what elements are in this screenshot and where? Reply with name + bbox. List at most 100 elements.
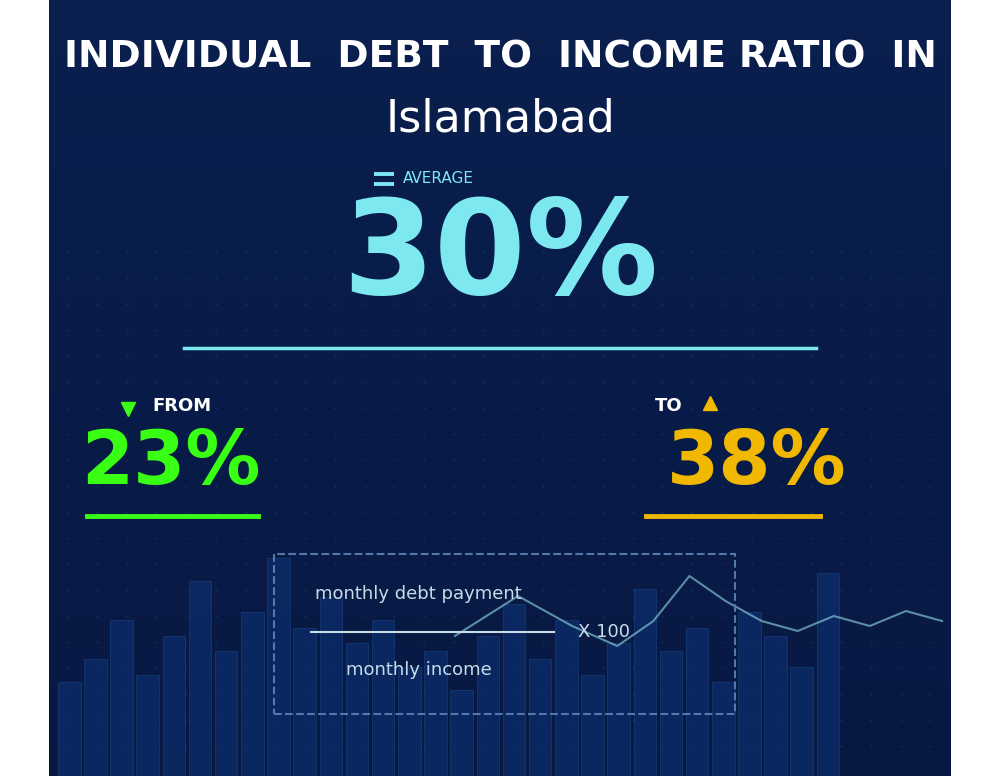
- Bar: [49, 543, 951, 549]
- Bar: [49, 248, 951, 254]
- Bar: [49, 729, 951, 735]
- Bar: [49, 553, 951, 559]
- Bar: [49, 766, 951, 771]
- Bar: [49, 708, 951, 714]
- Bar: [49, 289, 951, 295]
- Bar: [49, 584, 951, 590]
- Bar: [49, 393, 951, 398]
- Bar: [49, 533, 951, 538]
- Text: FROM: FROM: [153, 397, 212, 415]
- Bar: [49, 471, 951, 476]
- Bar: [49, 295, 951, 300]
- Bar: [49, 72, 951, 78]
- Bar: [320, 597, 342, 776]
- Bar: [49, 621, 951, 626]
- Text: TO: TO: [655, 397, 683, 415]
- Bar: [49, 227, 951, 233]
- Bar: [49, 378, 951, 383]
- Bar: [49, 326, 951, 331]
- Bar: [49, 171, 951, 176]
- Bar: [49, 538, 951, 543]
- Bar: [49, 771, 951, 776]
- Bar: [607, 643, 630, 776]
- Bar: [189, 581, 211, 776]
- Bar: [49, 285, 951, 289]
- Bar: [49, 512, 951, 518]
- Bar: [529, 659, 551, 776]
- Bar: [49, 491, 951, 497]
- Bar: [49, 429, 951, 435]
- Bar: [49, 735, 951, 740]
- Bar: [49, 760, 951, 766]
- Bar: [49, 456, 951, 460]
- Text: 38%: 38%: [667, 428, 847, 501]
- Bar: [660, 651, 682, 776]
- Bar: [49, 626, 951, 631]
- Bar: [49, 140, 951, 145]
- Bar: [49, 518, 951, 522]
- Bar: [49, 331, 951, 336]
- Bar: [49, 93, 951, 99]
- Bar: [49, 357, 951, 362]
- Bar: [49, 600, 951, 605]
- Text: AVERAGE: AVERAGE: [403, 171, 474, 186]
- Bar: [215, 651, 237, 776]
- Bar: [49, 21, 951, 26]
- Bar: [49, 740, 951, 745]
- Bar: [450, 690, 473, 776]
- Bar: [49, 212, 951, 217]
- Bar: [49, 719, 951, 724]
- Bar: [293, 628, 316, 776]
- Bar: [49, 223, 951, 227]
- Bar: [49, 124, 951, 130]
- Bar: [581, 674, 604, 776]
- Bar: [49, 481, 951, 487]
- Bar: [49, 10, 951, 16]
- Bar: [49, 83, 951, 88]
- Bar: [49, 564, 951, 569]
- Bar: [49, 57, 951, 62]
- Bar: [49, 362, 951, 367]
- Bar: [49, 450, 951, 456]
- Bar: [686, 628, 708, 776]
- Bar: [49, 528, 951, 533]
- Bar: [49, 611, 951, 615]
- Bar: [49, 404, 951, 409]
- Bar: [49, 693, 951, 698]
- Bar: [49, 750, 951, 755]
- Bar: [49, 507, 951, 512]
- Bar: [49, 150, 951, 155]
- Bar: [49, 176, 951, 181]
- Bar: [49, 646, 951, 652]
- Bar: [49, 445, 951, 450]
- Bar: [477, 636, 499, 776]
- Bar: [49, 352, 951, 357]
- Bar: [49, 466, 951, 471]
- Bar: [49, 36, 951, 41]
- Bar: [136, 674, 159, 776]
- Bar: [49, 0, 951, 5]
- Bar: [49, 254, 951, 258]
- Bar: [49, 476, 951, 481]
- Bar: [634, 589, 656, 776]
- Bar: [790, 667, 813, 776]
- Bar: [346, 643, 368, 776]
- Text: X 100: X 100: [578, 623, 630, 641]
- Bar: [49, 258, 951, 264]
- Bar: [49, 26, 951, 31]
- Bar: [49, 714, 951, 719]
- Bar: [49, 652, 951, 657]
- Bar: [398, 667, 421, 776]
- Bar: [49, 724, 951, 729]
- Bar: [764, 636, 787, 776]
- Bar: [49, 47, 951, 52]
- Bar: [49, 114, 951, 119]
- Bar: [49, 409, 951, 414]
- Bar: [49, 99, 951, 103]
- Bar: [241, 612, 264, 776]
- Bar: [49, 580, 951, 584]
- Bar: [84, 659, 107, 776]
- Bar: [49, 667, 951, 673]
- Bar: [49, 414, 951, 419]
- Bar: [49, 88, 951, 93]
